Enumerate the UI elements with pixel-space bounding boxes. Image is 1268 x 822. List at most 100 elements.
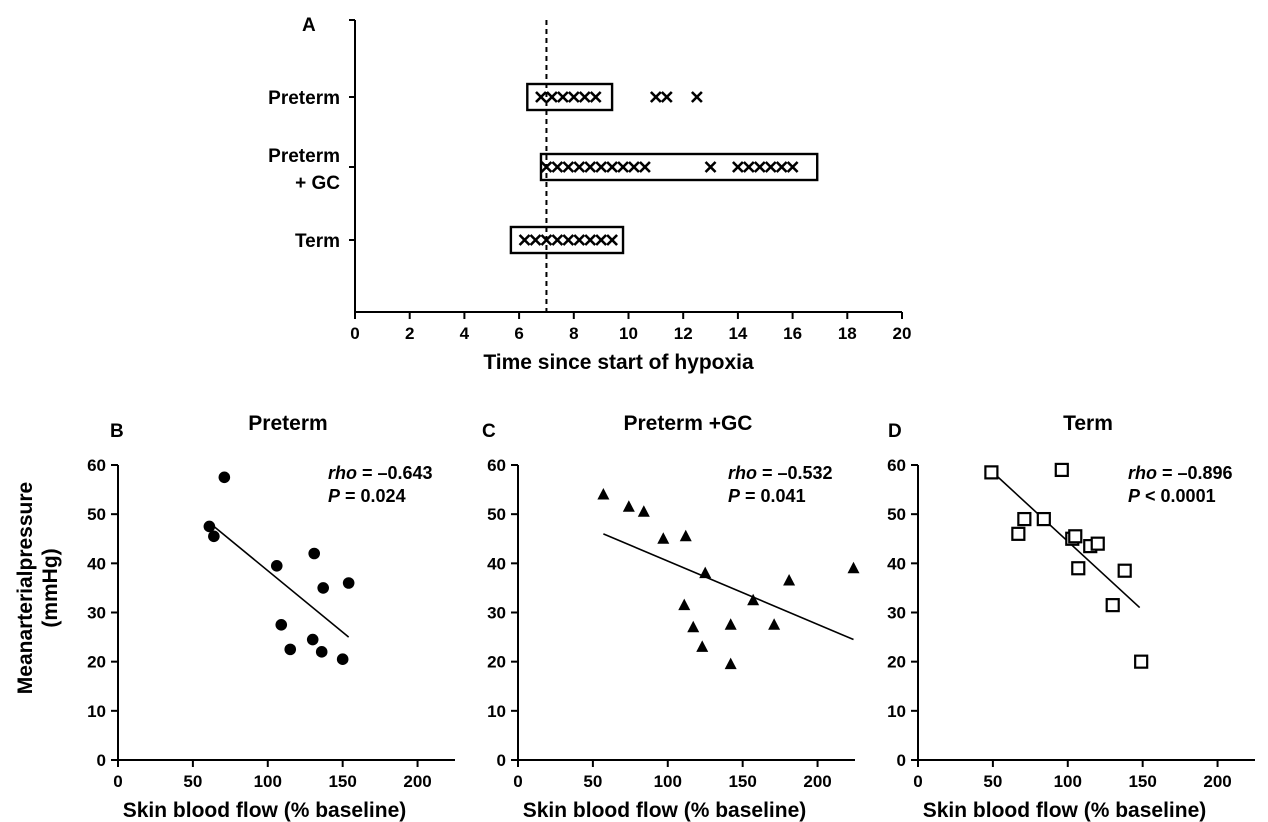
panel-c-data-point — [622, 500, 635, 512]
x-mark-stroke — [573, 234, 586, 246]
panel-a-x-tick-label: 12 — [674, 324, 693, 343]
panel-d-label: D — [888, 421, 902, 442]
x-mark-stroke — [589, 91, 602, 103]
panel-d-data-point — [1036, 511, 1051, 527]
panel-b-y-tick-label: 50 — [87, 505, 106, 524]
x-mark-stroke — [567, 91, 580, 103]
panel-d-p-stat: P < 0.0001 — [1128, 486, 1216, 506]
panel-c-data-point — [847, 561, 860, 574]
onset-x-mark — [556, 91, 569, 103]
x-mark-stroke — [606, 161, 619, 173]
panel-b-y-tick-label: 0 — [97, 751, 106, 770]
onset-x-mark — [649, 91, 662, 103]
x-mark-stroke — [573, 161, 586, 173]
x-mark-stroke — [518, 234, 531, 246]
x-mark-stroke — [628, 161, 640, 173]
onset-x-mark — [786, 161, 799, 173]
panel-d-data-point — [1090, 536, 1105, 551]
panel-d-y-tick-label: 0 — [897, 751, 906, 770]
onset-x-mark — [567, 91, 580, 103]
panel-c-data-point — [724, 657, 737, 670]
onset-x-mark — [551, 161, 564, 173]
panel-b-x-tick-label: 150 — [328, 772, 356, 791]
panel-a-x-tick-label: 14 — [728, 324, 747, 343]
panel-d-y-tick-label: 50 — [887, 505, 906, 524]
panel-c-data-point — [657, 532, 670, 544]
panel-d-data-point — [1011, 526, 1026, 541]
panel-c-x-axis-title: Skin blood flow (% baseline) — [523, 799, 807, 822]
panel-d-data-point — [1068, 529, 1083, 544]
panel-c-y-tick-label: 10 — [487, 702, 506, 721]
panel-d-data-point — [984, 465, 999, 480]
x-mark-stroke — [753, 161, 766, 173]
x-mark-stroke — [562, 161, 575, 173]
panel-d-rho-stat: rho = –0.896 — [1128, 463, 1233, 483]
panel-b-label: B — [110, 421, 124, 442]
panel-b-data-point — [208, 530, 220, 543]
panel-c-p-symbol: P — [728, 486, 741, 506]
onset-x-mark — [764, 161, 777, 173]
panel-d-x-tick-label: 0 — [913, 772, 922, 791]
panel-c-data-point — [699, 566, 712, 579]
panel-c-y-tick-label: 50 — [487, 505, 506, 524]
x-mark-stroke — [617, 161, 629, 173]
onset-x-mark — [595, 161, 608, 173]
panel-b-y-tick-label: 60 — [87, 456, 106, 475]
panel-a-x-tick-label: 8 — [569, 324, 578, 343]
onset-x-mark — [562, 161, 575, 173]
x-mark-stroke — [551, 161, 564, 173]
panel-b-data-point — [203, 520, 216, 533]
panel-c-data-point — [678, 598, 691, 611]
x-mark-stroke — [704, 161, 717, 173]
panel-c-label: C — [482, 421, 496, 442]
x-mark-stroke — [535, 91, 547, 103]
onset-x-mark — [578, 91, 591, 103]
panel-a-x-tick-label: 4 — [460, 324, 470, 343]
panel-a-x-tick-label: 0 — [350, 324, 359, 343]
panel-c-rho-symbol: rho — [728, 463, 757, 483]
onset-x-mark — [690, 91, 703, 103]
x-mark-stroke — [595, 234, 608, 246]
onset-x-mark — [518, 234, 531, 246]
x-mark-stroke — [595, 161, 608, 173]
onset-x-mark — [775, 161, 788, 173]
panel-b-x-tick-label: 50 — [183, 772, 202, 791]
panel-d-x-axis-title: Skin blood flow (% baseline) — [923, 799, 1207, 822]
onset-x-mark — [753, 161, 766, 173]
panel-a-x-tick-label: 2 — [405, 324, 414, 343]
panel-b-data-point — [315, 646, 328, 658]
y-axis-title: Meanarterialpressure(mmHg) — [14, 482, 62, 694]
onset-x-mark — [573, 161, 586, 173]
x-mark-stroke — [578, 91, 591, 103]
onset-x-mark — [589, 91, 602, 103]
panel-d-data-point — [1117, 563, 1132, 578]
onset-x-mark — [535, 91, 547, 103]
panel-a-x-tick-label: 16 — [783, 324, 802, 343]
panel-b-data-point — [270, 559, 283, 572]
panel-d-data-point — [1105, 598, 1120, 613]
panel-c-p-value: = 0.041 — [740, 486, 806, 506]
panel-c-y-tick-label: 60 — [487, 456, 506, 475]
panel-b-trend-line — [207, 520, 350, 638]
panel-d-p-value: < 0.0001 — [1140, 486, 1216, 506]
panel-b-data-point — [308, 547, 321, 560]
onset-x-mark — [584, 161, 597, 173]
panel-d-y-tick-label: 20 — [887, 653, 906, 672]
panel-c-y-tick-label: 30 — [487, 604, 506, 623]
panel-d-data-point — [1071, 561, 1086, 576]
panel-c-x-tick-label: 0 — [513, 772, 522, 791]
panel-c-x-tick-label: 50 — [583, 772, 602, 791]
x-mark-stroke — [764, 161, 777, 173]
onset-x-mark — [595, 234, 608, 246]
panel-b-data-point — [336, 653, 349, 666]
panel-a-x-tick-label: 18 — [838, 324, 857, 343]
panel-b-p-symbol: P — [328, 486, 341, 506]
panel-b-x-tick-label: 100 — [254, 772, 282, 791]
panel-b-rho-symbol: rho — [328, 463, 357, 483]
onset-x-mark — [731, 161, 744, 173]
onset-x-mark — [562, 234, 575, 246]
x-mark-stroke — [584, 161, 597, 173]
onset-range-box — [539, 152, 819, 182]
x-mark-stroke — [742, 161, 755, 173]
panel-b-x-tick-label: 0 — [113, 772, 122, 791]
